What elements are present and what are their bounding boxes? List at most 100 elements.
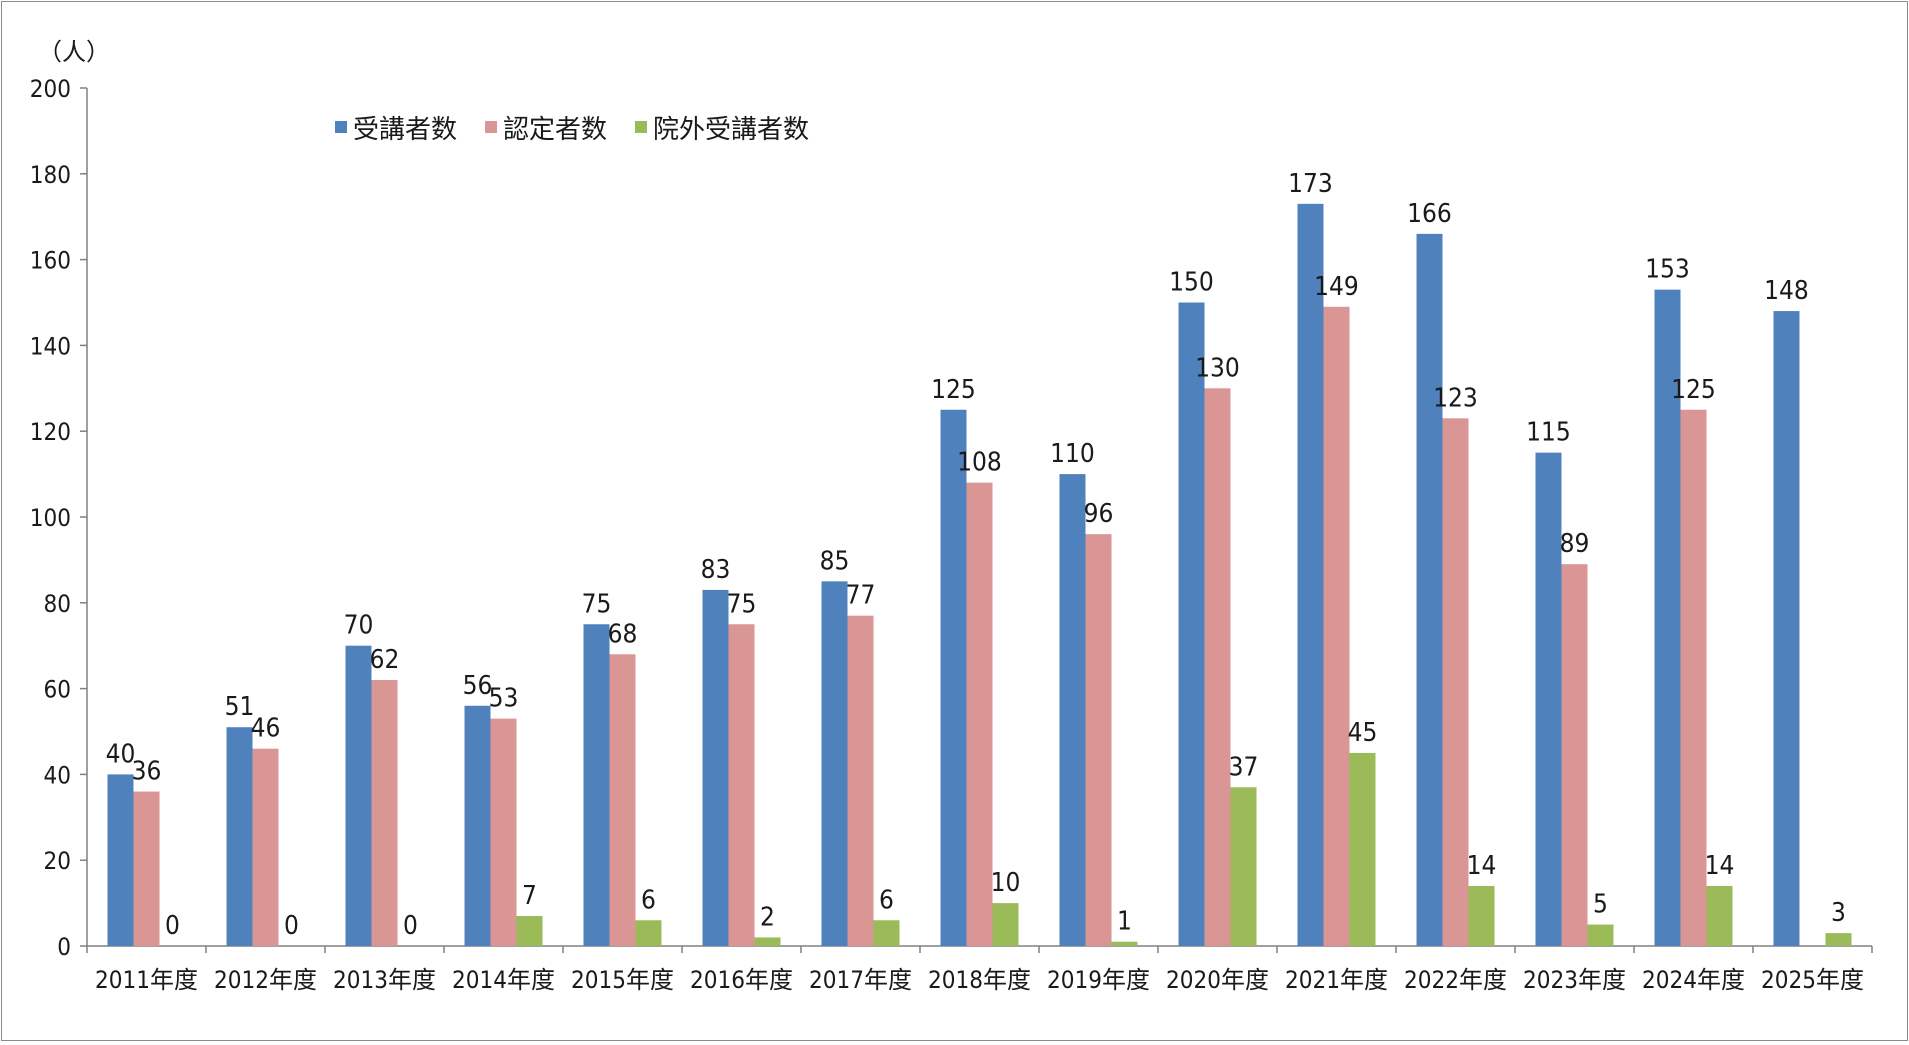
data-label: 75	[727, 589, 757, 619]
bar	[1561, 564, 1588, 946]
bar	[345, 645, 372, 946]
data-label: 2	[760, 902, 775, 932]
data-label: 68	[608, 619, 638, 649]
x-tick-label: 2025年度	[1761, 966, 1864, 994]
bar	[635, 920, 662, 946]
y-tick-label: 80	[44, 590, 71, 618]
bar	[1773, 311, 1800, 947]
y-tick-label: 200	[30, 75, 71, 103]
data-label: 3	[1831, 898, 1846, 928]
legend-label: 院外受講者数	[653, 115, 809, 145]
y-axis: 0 20 40 60 80 100 120 140 160 180 200	[30, 75, 88, 961]
bar	[1587, 924, 1614, 946]
bar	[490, 718, 517, 946]
data-label: 0	[284, 911, 299, 941]
bar	[133, 791, 160, 946]
bar	[226, 727, 253, 946]
bar	[1825, 933, 1852, 946]
data-label: 75	[582, 589, 612, 619]
legend-swatch	[485, 121, 497, 133]
data-label: 46	[251, 714, 281, 744]
y-tick-label: 60	[44, 676, 71, 704]
data-label: 53	[489, 684, 519, 714]
x-tick-label: 2013年度	[333, 966, 436, 994]
data-label: 148	[1764, 276, 1809, 306]
x-tick-label: 2018年度	[928, 966, 1031, 994]
x-tick-label: 2017年度	[809, 966, 912, 994]
data-label: 1	[1117, 907, 1132, 937]
data-label: 5	[1593, 890, 1608, 920]
y-tick-label: 180	[30, 161, 71, 189]
data-label: 153	[1645, 255, 1690, 285]
bar	[873, 920, 900, 946]
data-label: 130	[1195, 353, 1240, 383]
data-label: 108	[957, 448, 1002, 478]
data-label: 70	[344, 611, 374, 641]
data-label: 36	[132, 757, 162, 787]
legend-swatch	[635, 121, 647, 133]
data-label: 0	[165, 911, 180, 941]
bar	[1230, 787, 1257, 946]
data-label: 6	[641, 885, 656, 915]
bar	[992, 903, 1019, 946]
bar	[107, 774, 134, 946]
y-tick-label: 20	[44, 847, 71, 875]
legend-label: 認定者数	[503, 115, 607, 145]
bar	[1111, 941, 1138, 946]
data-label: 89	[1560, 529, 1590, 559]
bar	[1059, 474, 1086, 946]
y-axis-unit-label: （人）	[38, 38, 110, 66]
bar	[728, 624, 755, 946]
data-label: 166	[1407, 199, 1452, 229]
data-label: 62	[370, 645, 400, 675]
bar	[1535, 452, 1562, 946]
bar	[583, 624, 610, 946]
y-tick-label: 160	[30, 247, 71, 275]
bar	[371, 680, 398, 946]
x-tick-label: 2011年度	[95, 966, 198, 994]
bar	[1085, 534, 1112, 946]
data-label: 96	[1084, 499, 1114, 529]
data-label: 123	[1433, 383, 1478, 413]
data-label: 10	[991, 868, 1021, 898]
x-tick-label: 2022年度	[1404, 966, 1507, 994]
x-tick-label: 2012年度	[214, 966, 317, 994]
bar	[821, 581, 848, 946]
bar	[1204, 388, 1231, 946]
x-tick-label: 2023年度	[1523, 966, 1626, 994]
bar	[1349, 752, 1376, 946]
data-label: 125	[931, 375, 976, 405]
y-tick-label: 140	[30, 332, 71, 360]
y-tick-label: 40	[44, 761, 71, 789]
bar	[609, 654, 636, 946]
bar	[754, 937, 781, 946]
legend-label: 受講者数	[353, 115, 457, 145]
bar	[1706, 885, 1733, 946]
bar	[252, 748, 279, 946]
bar	[1654, 289, 1681, 946]
bar	[1680, 409, 1707, 946]
legend-swatch	[335, 121, 347, 133]
data-label: 115	[1526, 418, 1571, 448]
y-tick-label: 120	[30, 418, 71, 446]
data-label: 149	[1314, 272, 1359, 302]
bar	[464, 705, 491, 946]
data-label: 7	[522, 881, 537, 911]
bar	[516, 915, 543, 946]
data-label: 125	[1671, 375, 1716, 405]
legend: 受講者数 認定者数 院外受講者数	[335, 115, 809, 145]
data-label: 173	[1288, 169, 1333, 199]
data-label: 40	[106, 739, 136, 769]
x-tick-label: 2014年度	[452, 966, 555, 994]
data-label: 85	[820, 546, 850, 576]
data-label: 51	[225, 692, 255, 722]
y-tick-label: 0	[57, 933, 71, 961]
x-tick-label: 2020年度	[1166, 966, 1269, 994]
data-label: 45	[1348, 718, 1378, 748]
x-tick-label: 2021年度	[1285, 966, 1388, 994]
x-axis: 2011年度 2012年度 2013年度 2014年度 2015年度 2016年度 2017…	[86, 945, 1873, 994]
bar	[1468, 885, 1495, 946]
bar	[1323, 306, 1350, 946]
